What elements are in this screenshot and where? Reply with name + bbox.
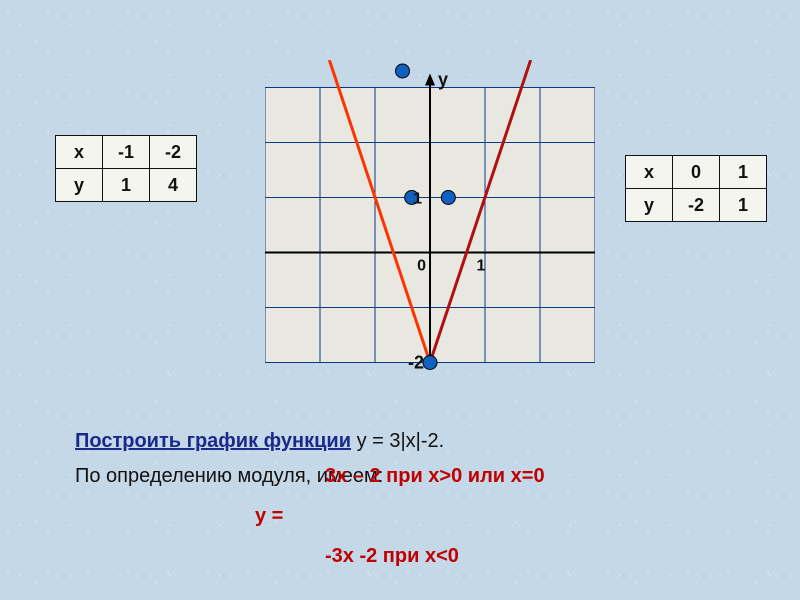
svg-text:0: 0: [417, 258, 426, 275]
value-table-right: x 0 1 y -2 1: [625, 155, 767, 222]
table-cell: -1: [103, 136, 150, 169]
table-cell: -2: [673, 189, 720, 222]
table-cell: 4: [150, 169, 197, 202]
table-cell: -2: [150, 136, 197, 169]
piece-1: 3х – 2 при х>0 или х=0: [325, 465, 545, 488]
table-cell: x: [56, 136, 103, 169]
table-cell: 1: [103, 169, 150, 202]
piece-y: у =: [255, 505, 283, 528]
svg-text:у: у: [438, 70, 448, 90]
table-cell: y: [626, 189, 673, 222]
table-cell: 1: [720, 156, 767, 189]
table-cell: y: [56, 169, 103, 202]
table-cell: x: [626, 156, 673, 189]
piece-2: -3х -2 при х<0: [325, 545, 459, 568]
graph-plot: 011-2ху: [265, 60, 595, 390]
svg-text:1: 1: [413, 191, 422, 208]
task-function: у = 3|х|-2.: [357, 430, 445, 452]
table-cell: 1: [720, 189, 767, 222]
svg-text:-2: -2: [408, 353, 424, 373]
task-prefix: Построить график функции: [75, 430, 351, 452]
task-line: Построить график функции у = 3|х|-2.: [75, 430, 444, 453]
svg-text:1: 1: [477, 258, 486, 275]
table-cell: 0: [673, 156, 720, 189]
value-table-left: x -1 -2 y 1 4: [55, 135, 197, 202]
